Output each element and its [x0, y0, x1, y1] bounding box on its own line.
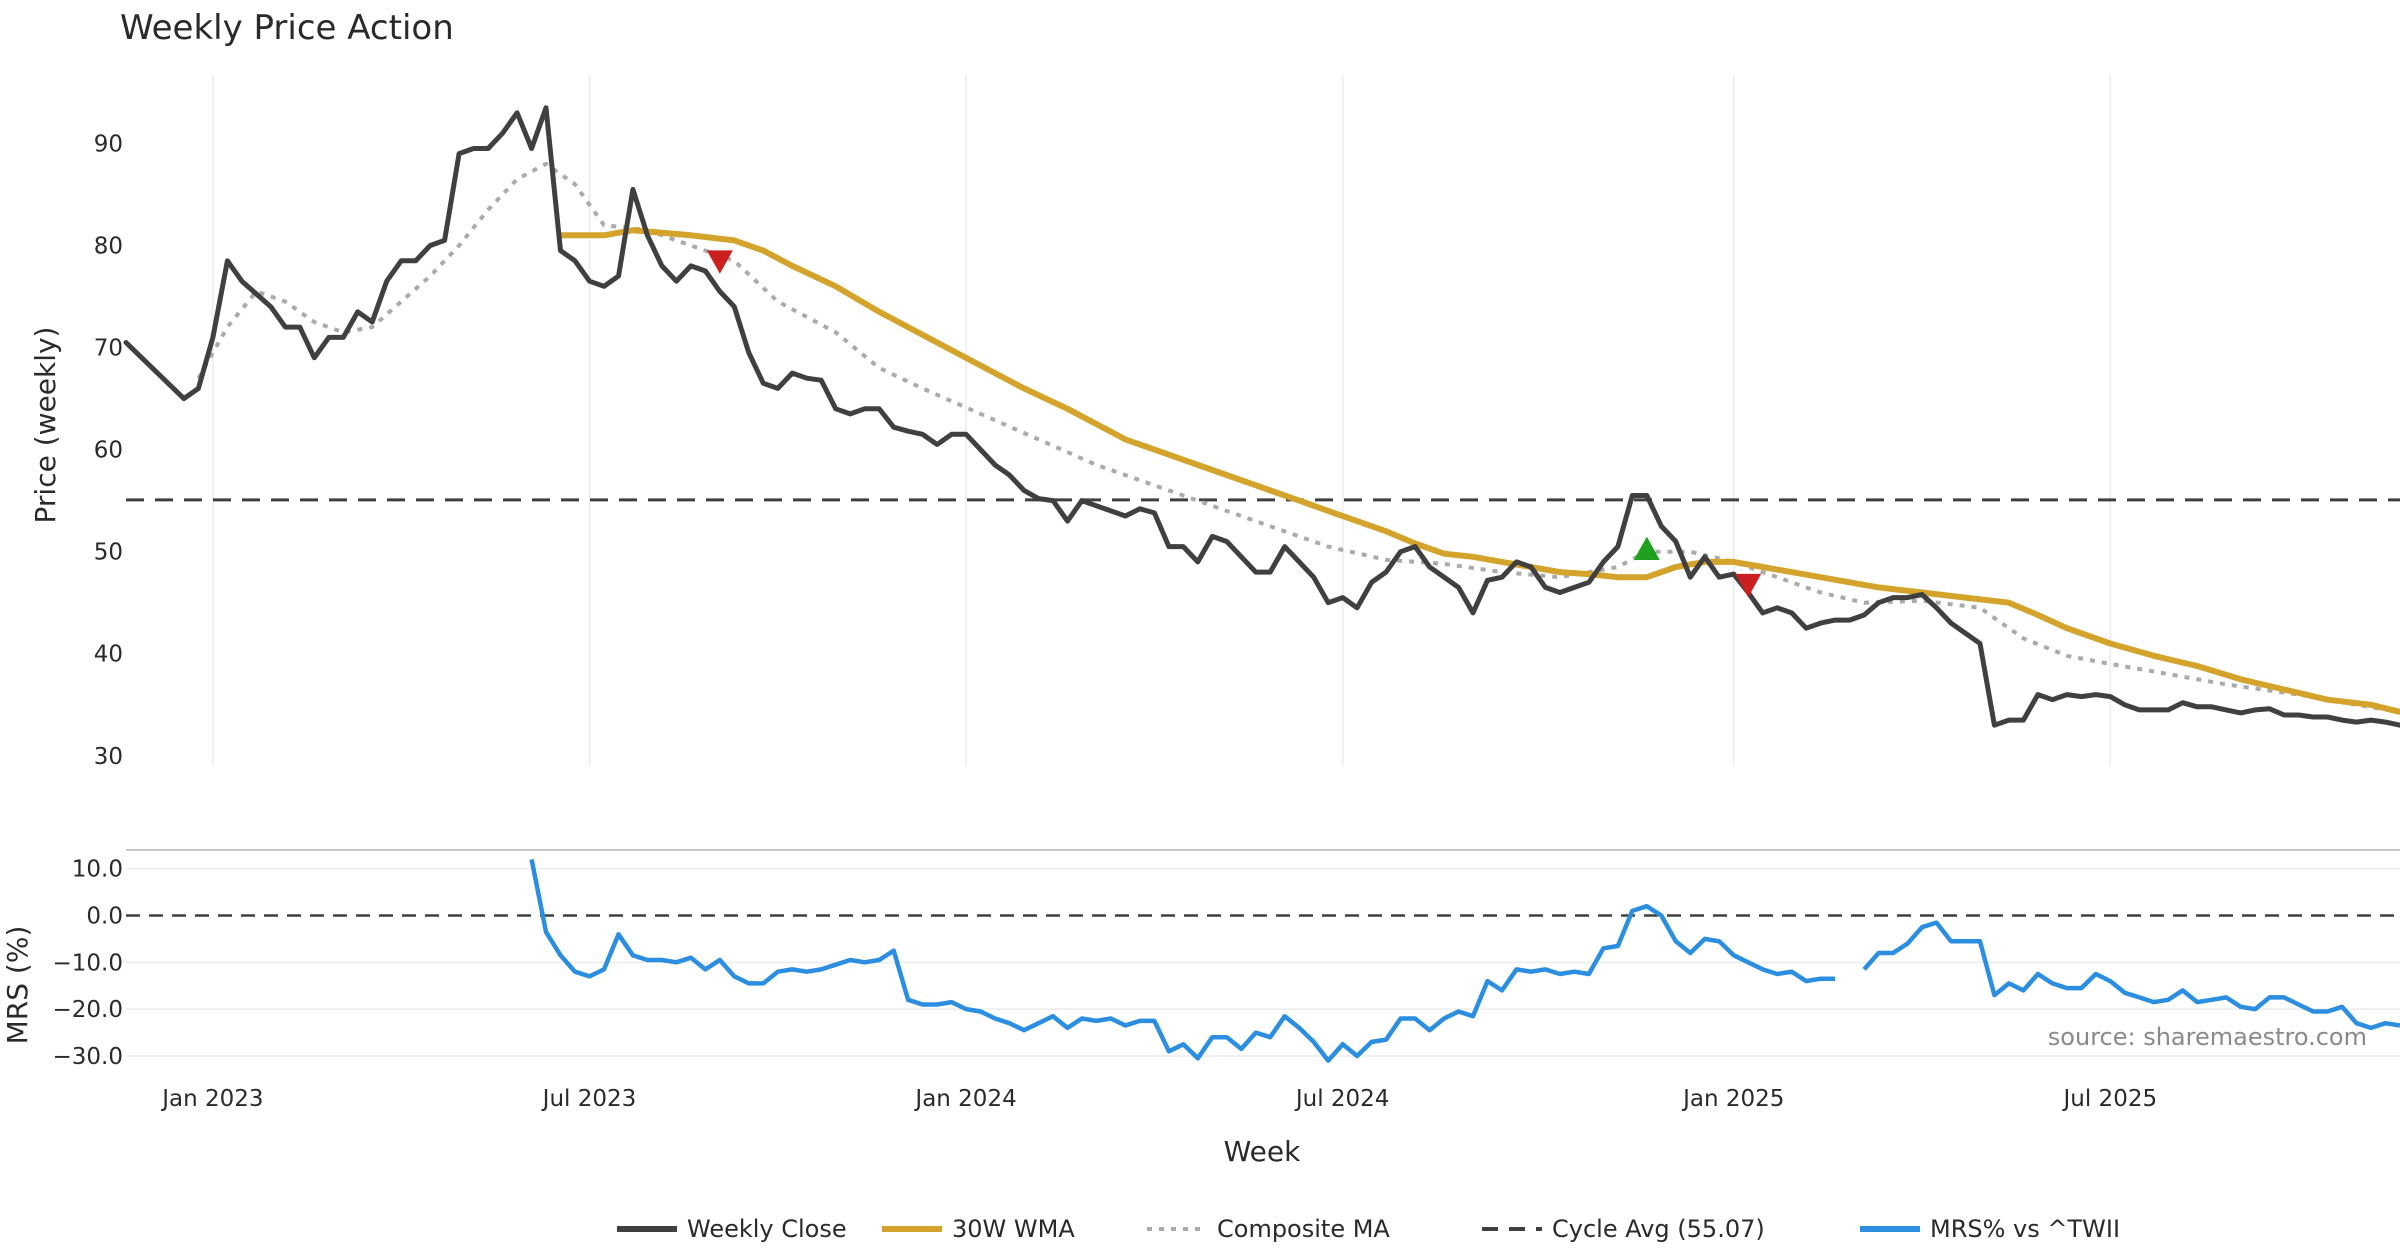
legend-item: Composite MA: [1147, 1215, 1390, 1243]
legend-label: MRS% vs ^TWII: [1930, 1215, 2120, 1243]
grid-layer: [126, 75, 2400, 1057]
y-tick-label: 30: [94, 744, 123, 770]
legend-label: Composite MA: [1217, 1215, 1390, 1243]
y-tick-label: 70: [94, 336, 123, 362]
mrs-tick-label: −20.0: [53, 997, 123, 1023]
y-tick-label: 40: [94, 642, 123, 668]
mrs-tick-label: 0.0: [86, 904, 123, 930]
legend-label: Cycle Avg (55.07): [1552, 1215, 1765, 1243]
x-tick-label: Jul 2025: [2062, 1086, 2158, 1112]
x-tick-label: Jan 2024: [913, 1086, 1016, 1112]
mrs-axis-title: MRS (%): [1, 926, 34, 1045]
mrs-tick-label: 10.0: [72, 857, 123, 883]
x-tick-label: Jul 2023: [541, 1086, 637, 1112]
sell-signal-marker: [706, 250, 733, 274]
chart-title: Weekly Price Action: [120, 8, 454, 48]
legend-item: Cycle Avg (55.07): [1482, 1215, 1765, 1243]
x-tick-label: Jan 2025: [1681, 1086, 1784, 1112]
wma-30w-line: [557, 227, 2400, 715]
reference-lines: [126, 498, 2400, 917]
y-tick-label: 60: [94, 438, 123, 464]
legend-label: Weekly Close: [687, 1215, 847, 1243]
legend-item: 30W WMA: [882, 1215, 1075, 1243]
legend-item: MRS% vs ^TWII: [1860, 1215, 2120, 1243]
mrs-line: [1862, 920, 2400, 1031]
source-note: source: sharemaestro.com: [2048, 1023, 2367, 1051]
mrs-tick-label: −10.0: [53, 950, 123, 976]
axis-labels: Jan 2023 Jul 2023 Jan 2024 Jul 2024 Jan 2025…: [53, 131, 2158, 1112]
legend-item: Weekly Close: [617, 1215, 847, 1243]
y-tick-label: 80: [94, 234, 123, 260]
weekly-close-line: [123, 105, 2400, 728]
y-tick-label: 50: [94, 540, 123, 566]
x-tick-label: Jul 2024: [1294, 1086, 1390, 1112]
x-axis-title: Week: [1224, 1135, 1301, 1168]
y-axis-title: Price (weekly): [29, 327, 62, 524]
legend-label: 30W WMA: [952, 1215, 1075, 1243]
y-tick-label: 90: [94, 131, 123, 157]
sell-signal-marker: [1735, 573, 1762, 598]
mrs-tick-label: −30.0: [53, 1044, 123, 1070]
series-layer: [123, 105, 2400, 1063]
mrs-line: [529, 858, 1836, 1063]
buy-signal-marker: [1633, 536, 1660, 561]
x-tick-label: Jan 2023: [160, 1086, 263, 1112]
signal-markers: [706, 250, 1762, 598]
composite-ma-line: [196, 161, 2400, 714]
legend: Weekly Close 30W WMA Composite MA Cycle Avg…: [617, 1215, 2120, 1243]
